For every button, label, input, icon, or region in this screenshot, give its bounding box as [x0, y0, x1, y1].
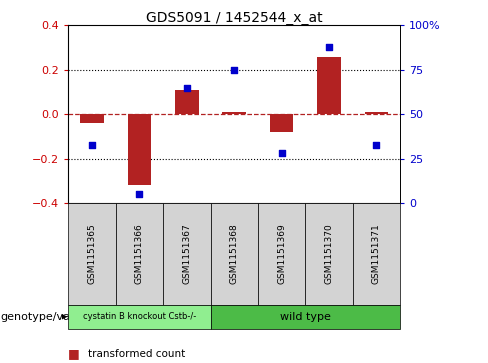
Bar: [317, 57, 341, 114]
Bar: [270, 114, 293, 132]
Text: GSM1151367: GSM1151367: [183, 224, 191, 285]
Text: GSM1151368: GSM1151368: [230, 224, 239, 285]
Text: cystatin B knockout Cstb-/-: cystatin B knockout Cstb-/-: [83, 312, 196, 321]
Text: GSM1151369: GSM1151369: [277, 224, 286, 285]
Bar: [175, 90, 199, 114]
Point: [230, 67, 238, 73]
Point: [278, 151, 285, 156]
Bar: [223, 112, 246, 114]
Point: [88, 142, 96, 147]
Text: GDS5091 / 1452544_x_at: GDS5091 / 1452544_x_at: [146, 11, 323, 25]
Bar: [127, 114, 151, 185]
Point: [325, 44, 333, 50]
Text: wild type: wild type: [280, 312, 331, 322]
Text: genotype/variation: genotype/variation: [0, 312, 106, 322]
Text: GSM1151365: GSM1151365: [87, 224, 97, 285]
Bar: [80, 114, 104, 123]
Point: [136, 192, 143, 197]
Point: [372, 142, 380, 147]
Text: GSM1151370: GSM1151370: [325, 224, 334, 285]
Bar: [365, 112, 388, 114]
Text: transformed count: transformed count: [88, 349, 185, 359]
Text: ■: ■: [68, 347, 80, 360]
Text: GSM1151366: GSM1151366: [135, 224, 144, 285]
Text: GSM1151371: GSM1151371: [372, 224, 381, 285]
Point: [183, 85, 191, 90]
